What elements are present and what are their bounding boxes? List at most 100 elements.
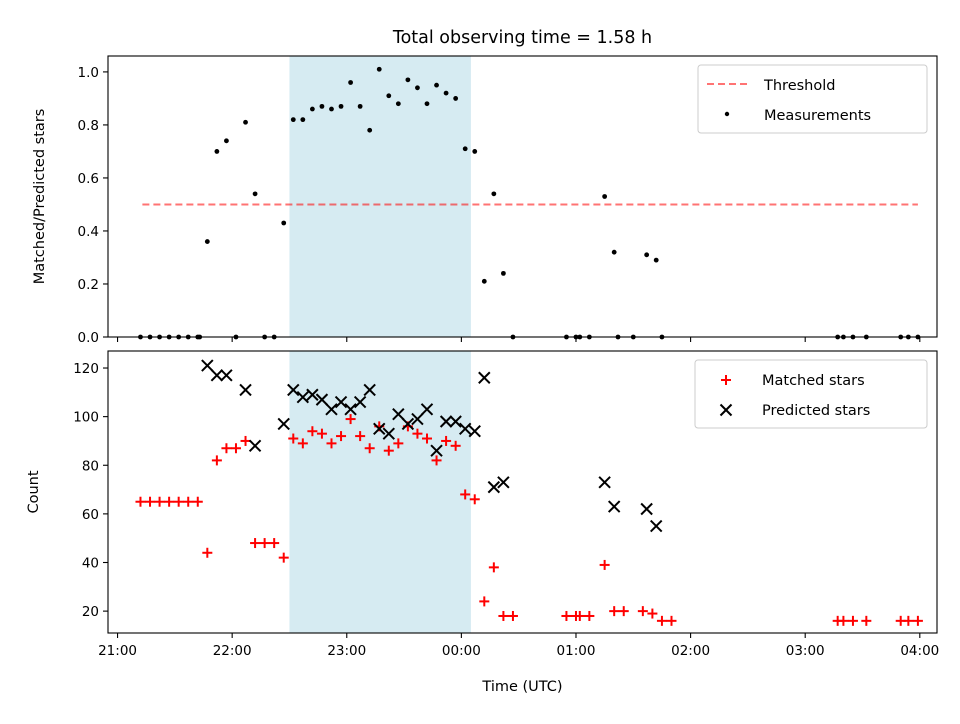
- x-tick-label: 04:00: [900, 643, 939, 659]
- predicted-star-point: [306, 388, 319, 401]
- matched-star-point: [221, 443, 232, 454]
- top-legend-box: [697, 64, 928, 134]
- matched-star-point: [838, 615, 849, 626]
- matched-star-point: [609, 606, 620, 617]
- predicted-star-point: [598, 476, 611, 489]
- y-tick-label: 0.4: [78, 224, 99, 240]
- matched-star-point: [336, 431, 347, 442]
- matched-star-point: [345, 414, 356, 425]
- measurement-point: [415, 85, 420, 91]
- measurement-point: [653, 257, 659, 263]
- predicted-star-point: [449, 415, 462, 428]
- measurement-point: [453, 96, 459, 101]
- matched-star-point: [637, 606, 648, 617]
- predicted-star-point: [296, 390, 310, 404]
- x-tick-label: 00:00: [442, 643, 481, 659]
- predicted-star-point: [458, 422, 472, 436]
- matched-star-point: [154, 496, 165, 507]
- y-tick-label: 0.6: [78, 171, 99, 187]
- measurement-point: [281, 220, 287, 226]
- predicted-star-point: [478, 371, 491, 384]
- top-y-axis-ticks: 0.0 0.2 0.4 0.6 0.8 1.0: [78, 65, 108, 346]
- predicted-star-point: [420, 403, 434, 416]
- matched-star-point: [164, 496, 175, 507]
- measurement-point: [243, 119, 248, 125]
- matched-star-point: [912, 615, 923, 626]
- x-tick-label: 03:00: [786, 643, 825, 659]
- y-tick-label: 80: [82, 458, 99, 474]
- legend-matched-swatch: [721, 375, 731, 385]
- legend-threshold-label: Threshold: [763, 78, 835, 94]
- x-tick-label: 01:00: [557, 643, 596, 659]
- matched-star-point: [561, 610, 572, 621]
- top-panel: 0.0 0.2 0.4 0.6 0.8 1.0 Total observing time …: [32, 28, 938, 346]
- matched-star-point: [460, 489, 471, 500]
- matched-star-point: [145, 496, 156, 507]
- matched-star-point: [421, 433, 432, 444]
- matched-star-point: [383, 445, 394, 456]
- measurement-point: [300, 117, 306, 123]
- predicted-star-point: [344, 403, 357, 416]
- predicted-star-point: [220, 369, 233, 382]
- predicted-stars-series: [201, 359, 663, 533]
- predicted-star-point: [640, 502, 653, 516]
- legend-measurements-label: Measurements: [764, 108, 871, 124]
- matched-star-point: [230, 443, 241, 454]
- predicted-star-point: [650, 519, 663, 533]
- bottom-x-axis-ticks: 21:00 22:00 23:00 00:00 01:00 02:00 03:00 04:00: [98, 633, 939, 659]
- matched-star-point: [240, 435, 251, 446]
- predicted-star-point: [277, 417, 290, 431]
- matched-star-point: [488, 562, 499, 573]
- y-tick-label: 0.2: [78, 277, 99, 293]
- bottom-legend-box: [694, 359, 928, 429]
- matched-star-point: [903, 615, 914, 626]
- matched-star-point: [278, 552, 289, 563]
- measurement-point: [405, 77, 411, 83]
- bottom-observing-window-shade: [289, 351, 471, 633]
- bottom-legend: Matched stars Predicted stars: [694, 359, 928, 429]
- predicted-star-point: [439, 415, 453, 428]
- predicted-star-point: [487, 480, 501, 494]
- predicted-star-point: [382, 427, 395, 440]
- matched-star-point: [192, 496, 203, 507]
- matched-star-point: [431, 455, 442, 466]
- predicted-star-point: [325, 403, 338, 416]
- measurement-point: [462, 146, 468, 152]
- chart-title: Total observing time = 1.58 h: [392, 28, 652, 48]
- legend-predicted-label: Predicted stars: [762, 403, 870, 419]
- matched-star-point: [183, 496, 194, 507]
- measurement-point: [424, 101, 430, 107]
- matched-star-point: [441, 435, 452, 446]
- predicted-star-point: [468, 425, 481, 438]
- top-legend: Threshold Measurements: [697, 64, 928, 134]
- predicted-star-point: [239, 383, 252, 397]
- matched-star-point: [326, 438, 337, 449]
- predicted-star-point: [334, 395, 348, 409]
- matched-star-point: [469, 494, 480, 505]
- matched-stars-series: [135, 414, 923, 626]
- top-observing-window-shade: [289, 56, 471, 337]
- bottom-panel: 20 40 60 80 100 120 21:00 22:00 23:00 00:00 01:00…: [26, 350, 939, 695]
- measurement-point: [481, 278, 487, 284]
- predicted-star-point: [373, 422, 386, 436]
- matched-star-point: [656, 615, 667, 626]
- bottom-y-axis-ticks: 20 40 60 80 100 120: [73, 361, 108, 620]
- matched-star-point: [316, 428, 327, 439]
- matched-star-point: [412, 428, 423, 439]
- matched-star-point: [574, 610, 585, 621]
- measurement-point: [602, 194, 608, 199]
- predicted-star-point: [392, 407, 405, 421]
- predicted-star-point: [607, 500, 621, 513]
- predicted-star-point: [201, 359, 214, 372]
- y-tick-label: 0.0: [78, 330, 99, 346]
- y-tick-label: 120: [73, 361, 99, 377]
- predicted-star-point: [430, 444, 443, 457]
- matched-star-point: [847, 615, 858, 626]
- x-tick-label: 02:00: [671, 643, 710, 659]
- predicted-star-point: [210, 369, 224, 382]
- matched-star-point: [584, 610, 595, 621]
- measurement-point: [309, 106, 315, 112]
- measurement-point: [376, 66, 382, 72]
- matched-star-point: [647, 608, 658, 619]
- matched-star-point: [135, 496, 146, 507]
